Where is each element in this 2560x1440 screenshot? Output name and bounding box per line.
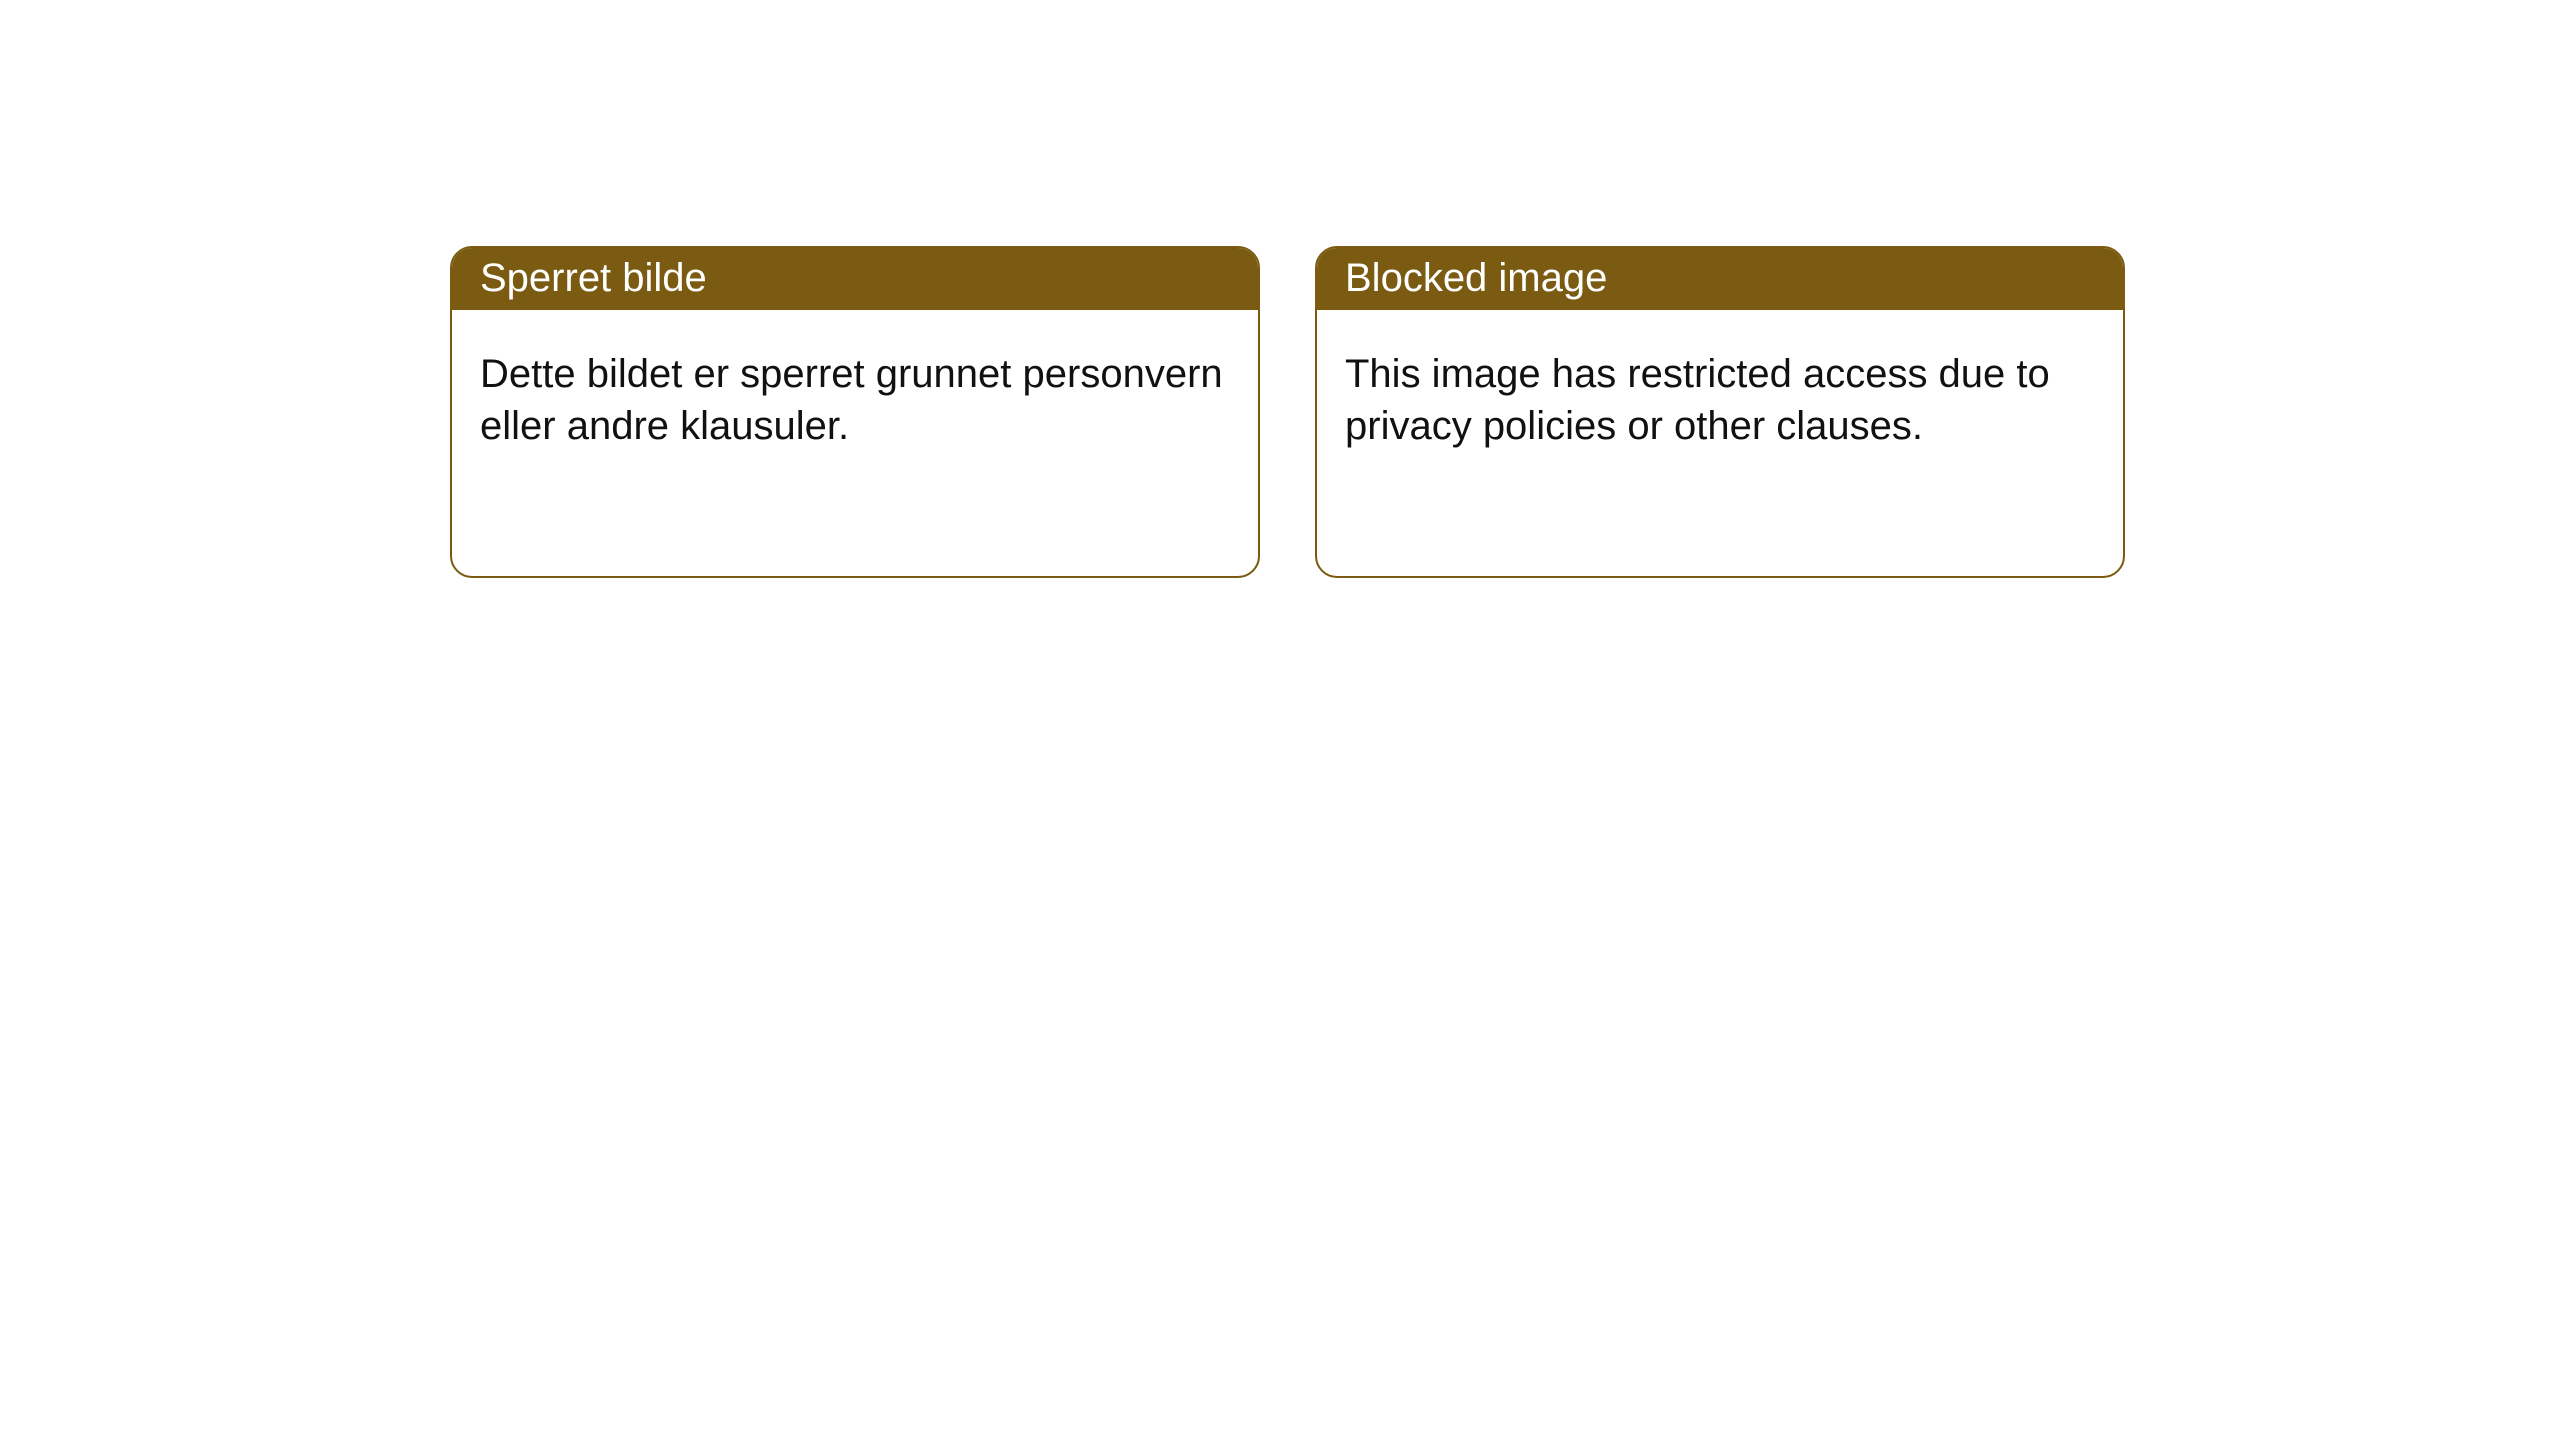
blocked-image-notice-en: Blocked image This image has restricted … xyxy=(1315,246,2125,578)
notice-container: Sperret bilde Dette bildet er sperret gr… xyxy=(0,0,2560,578)
notice-title-en: Blocked image xyxy=(1317,248,2123,310)
notice-body-en: This image has restricted access due to … xyxy=(1317,310,2123,452)
notice-title-no: Sperret bilde xyxy=(452,248,1258,310)
blocked-image-notice-no: Sperret bilde Dette bildet er sperret gr… xyxy=(450,246,1260,578)
notice-body-no: Dette bildet er sperret grunnet personve… xyxy=(452,310,1258,452)
